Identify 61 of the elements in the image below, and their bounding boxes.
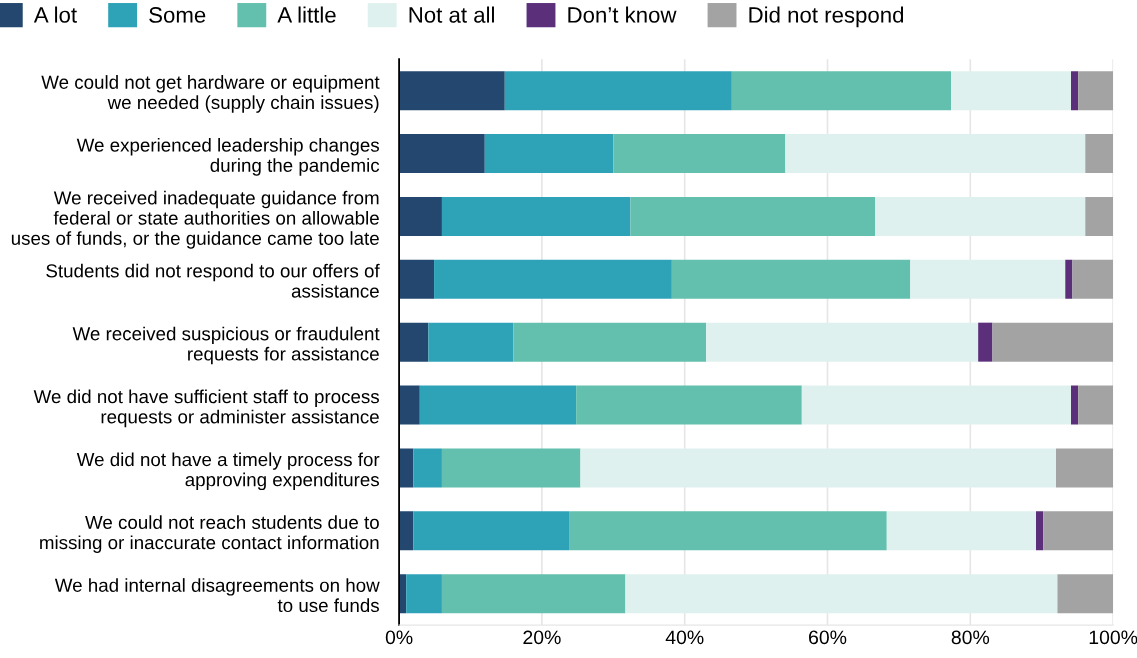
legend-label: Some	[149, 7, 206, 23]
bar	[613, 134, 786, 174]
y-tick-label: We did not have sufficient staff to process requests or administer assistance	[33, 389, 379, 428]
x-tick-label: 100%	[1089, 630, 1137, 645]
bar	[1078, 385, 1114, 425]
bar	[992, 322, 1114, 362]
x-tick-label: 80%	[951, 630, 990, 645]
bar	[399, 448, 414, 488]
bar	[441, 196, 631, 236]
x-tick-label: 0%	[385, 630, 413, 645]
y-tick-label: We received inadequate guidance from federal or state authorities on allowable uses of funds, or the guidance came too late	[11, 190, 379, 249]
bar	[1070, 385, 1079, 425]
bar	[428, 322, 514, 362]
bar	[399, 71, 505, 111]
bar	[434, 259, 672, 299]
bar	[1085, 196, 1114, 236]
bar	[441, 574, 626, 614]
bar	[1056, 448, 1114, 488]
y-tick-label: Students did not respond to our offers of assistance	[46, 263, 380, 298]
bar	[399, 322, 429, 362]
y-tick-label: We had internal disagreements on how to use funds	[54, 578, 380, 613]
y-tick-label: We did not have a timely process for approving expenditures	[76, 452, 380, 491]
bar	[513, 322, 707, 362]
bar	[1057, 574, 1114, 614]
bar	[978, 322, 993, 362]
y-tick-label: We could not get hardware or equipment we needed (supply chain issues)	[41, 75, 380, 113]
legend-label: Not at all	[409, 6, 494, 23]
legend-label: A lot	[33, 6, 77, 23]
bar	[441, 448, 581, 488]
bar	[399, 511, 414, 551]
bar	[504, 71, 732, 111]
bar	[413, 511, 570, 551]
bar	[1065, 259, 1073, 299]
bar	[1072, 259, 1114, 299]
legend-label: Did not respond	[749, 6, 904, 28]
bar	[569, 511, 887, 551]
y-tick-label: We experienced leadership changes during the pandemic	[76, 138, 380, 176]
bar	[399, 259, 435, 299]
x-tick-label: 20%	[523, 630, 561, 645]
bar	[1043, 511, 1114, 551]
legend-label: Don’t know	[568, 6, 677, 23]
y-tick-label: We received suspicious or fraudulent requests for assistance	[72, 326, 380, 365]
bar	[1070, 71, 1079, 111]
bar	[630, 196, 876, 236]
bar	[399, 134, 485, 174]
x-tick-label: 60%	[809, 630, 847, 645]
bar	[484, 134, 614, 174]
bar	[576, 385, 802, 425]
legend-label: A little	[277, 6, 336, 23]
bar	[1078, 71, 1114, 111]
bar	[671, 259, 911, 299]
bar	[419, 385, 577, 425]
bar	[1036, 511, 1044, 551]
y-tick-label: We could not reach students due to missing or inaccurate contact information	[40, 515, 379, 553]
bar	[399, 196, 442, 236]
bar	[399, 385, 420, 425]
bar	[1085, 134, 1114, 174]
bar	[406, 574, 442, 614]
bar	[731, 71, 952, 111]
bar	[413, 448, 442, 488]
x-tick-label: 40%	[665, 630, 704, 645]
